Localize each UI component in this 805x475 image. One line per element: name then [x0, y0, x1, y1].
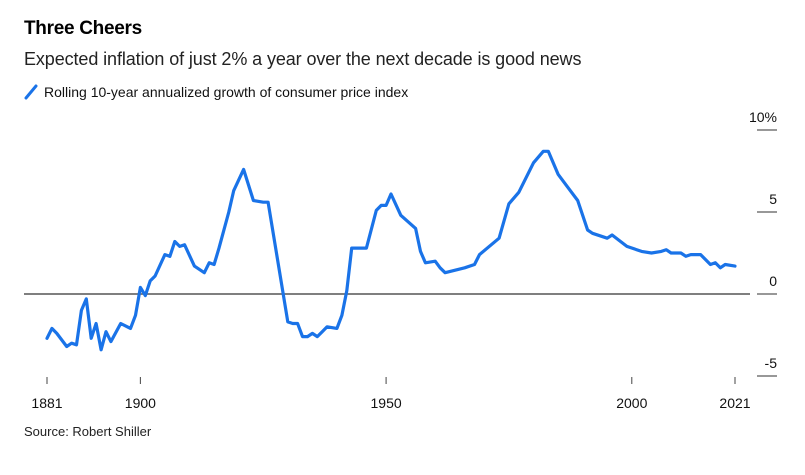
chart-title: Three Cheers: [24, 18, 142, 39]
legend-line-icon: [24, 84, 38, 100]
chart-subtitle: Expected inflation of just 2% a year ove…: [24, 49, 582, 69]
x-tick-label: 2021: [719, 395, 750, 411]
legend: Rolling 10-year annualized growth of con…: [24, 84, 408, 100]
y-tick-label: 5: [769, 191, 777, 207]
legend-label: Rolling 10-year annualized growth of con…: [44, 84, 409, 100]
y-axis: 10% 5 0 -5: [749, 109, 778, 377]
y-tick-label: -5: [765, 355, 778, 371]
series-line-cpi-growth: [45, 149, 737, 352]
y-tick-label: 0: [769, 273, 777, 289]
x-axis: 1881 1900 1950 2000 2021: [31, 377, 751, 411]
x-tick-label: 1900: [125, 395, 156, 411]
x-tick-label: 1881: [31, 395, 62, 411]
x-tick-label: 2000: [616, 395, 647, 411]
x-tick-label: 1950: [371, 395, 402, 411]
source-note: Source: Robert Shiller: [24, 424, 152, 439]
series-points: [46, 150, 737, 351]
y-tick-label: 10%: [749, 109, 777, 125]
